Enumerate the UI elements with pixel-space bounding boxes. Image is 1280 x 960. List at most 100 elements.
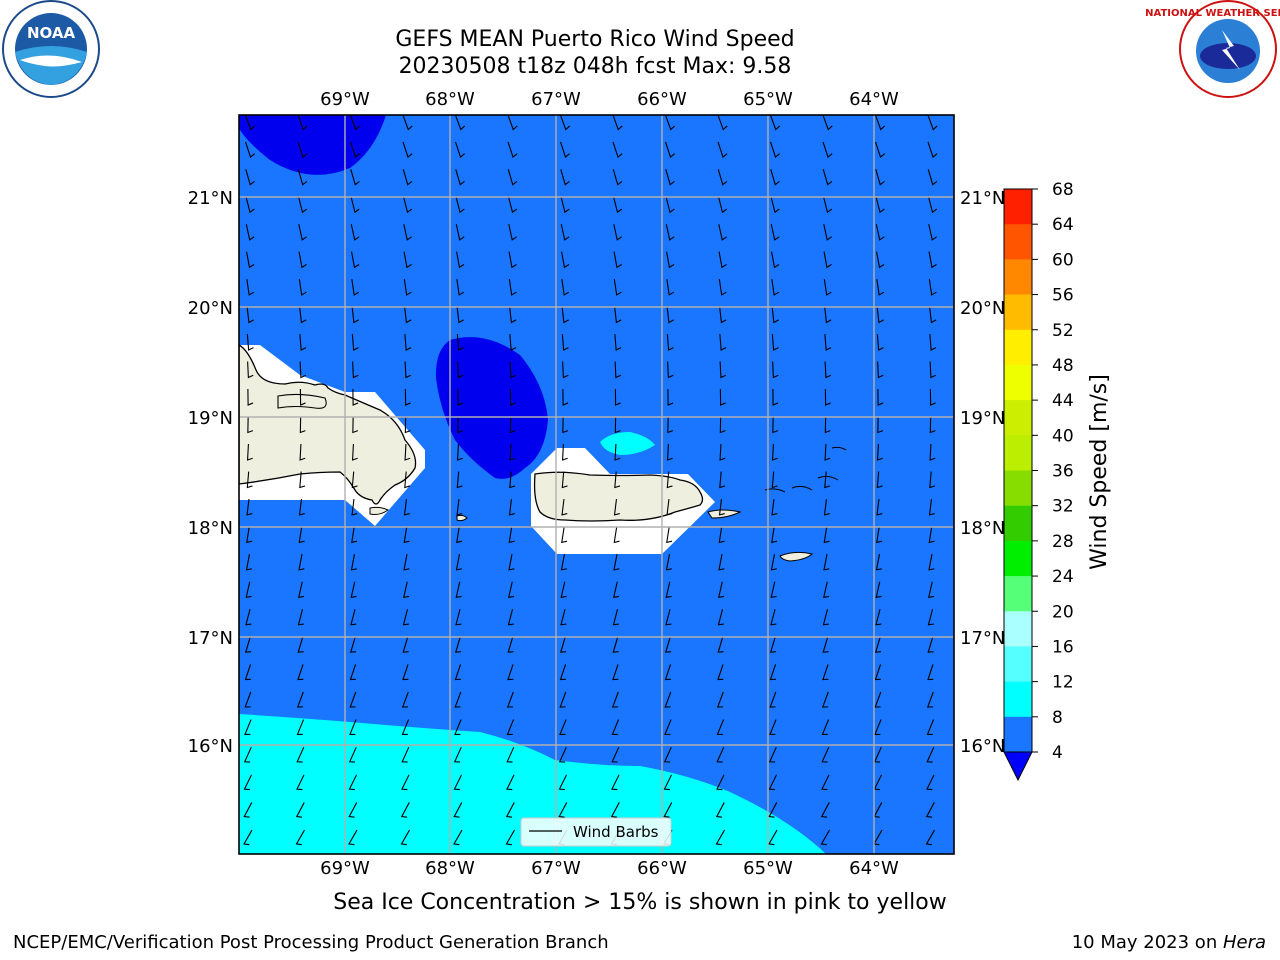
colorbar-tick-label: 52 — [1052, 321, 1074, 341]
wind-barb — [822, 636, 829, 653]
wind-barb — [244, 664, 252, 681]
wind-barb — [403, 196, 413, 214]
wind-barb — [457, 416, 464, 434]
wind-barb — [769, 115, 781, 131]
wind-barb — [455, 581, 462, 598]
colorbar-tick-label: 8 — [1052, 708, 1063, 728]
sea-ice-caption: Sea Ice Concentration > 15% is shown in … — [333, 890, 947, 915]
wind-barb — [561, 306, 569, 324]
wind-barb — [453, 802, 463, 818]
wind-barb — [244, 691, 252, 708]
wind-barb — [349, 691, 357, 708]
lat-label-left-20n: 20°N — [188, 298, 233, 319]
wind-barb — [246, 471, 253, 489]
wind-barb — [561, 526, 568, 544]
wind-barb — [299, 443, 306, 461]
wind-barb — [350, 581, 357, 598]
colorbar-segment — [1004, 505, 1032, 542]
wind-barb — [874, 691, 882, 708]
land-st-croix — [779, 551, 814, 562]
wind-barb — [612, 664, 619, 681]
wind-barb — [453, 829, 463, 846]
colorbar-tick-label: 20 — [1052, 602, 1074, 622]
wind-barb — [559, 636, 567, 653]
wind-barb — [558, 746, 567, 763]
wind-barb — [926, 774, 935, 791]
wind-barb — [928, 498, 935, 516]
wind-barb — [454, 115, 466, 131]
colorbar: 68 64 60 56 52 48 44 40 36 32 28 24 20 16 12 8 4 — [1003, 180, 1074, 782]
wind-barb — [456, 333, 464, 351]
wind-barb — [613, 251, 622, 269]
wind-barb — [666, 333, 674, 351]
lat-label-right-20n: 20°N — [960, 298, 1005, 319]
wind-barb — [296, 774, 305, 791]
lon-label-top-65w: 65°W — [743, 89, 793, 110]
wind-barb — [717, 636, 724, 653]
wind-barb — [611, 691, 619, 708]
wind-barb — [456, 526, 463, 544]
wind-barb — [559, 691, 567, 708]
wind-barb — [509, 333, 517, 351]
colorbar-tick-label: 48 — [1052, 356, 1074, 376]
land-mona-island — [456, 514, 468, 522]
colorbar-segment — [1004, 400, 1032, 436]
wind-barb — [349, 115, 361, 131]
wind-barb — [245, 224, 255, 241]
lat-label-right-21n: 21°N — [960, 188, 1005, 209]
wind-barb — [873, 746, 882, 763]
wind-barb — [348, 802, 358, 818]
wind-barb — [507, 664, 514, 681]
wind-barb — [561, 471, 568, 489]
wind-barb — [298, 526, 305, 544]
wind-barb — [926, 719, 935, 735]
wind-barb — [297, 141, 308, 159]
lon-label-bottom-66w: 66°W — [637, 858, 687, 879]
wind-barb — [245, 581, 252, 598]
wind-barb — [508, 498, 515, 516]
wind-barb — [824, 443, 831, 461]
wind-barb — [610, 802, 620, 818]
lat-label-right-16n: 16°N — [960, 736, 1005, 757]
wind-barb — [715, 802, 725, 818]
wind-barb — [772, 388, 779, 406]
wind-barb — [717, 169, 728, 186]
wind-barb — [245, 554, 252, 571]
wind-barb — [455, 196, 465, 214]
wind-barb — [824, 333, 832, 351]
wind-barb — [246, 526, 253, 544]
wind-barb — [348, 829, 358, 846]
wind-barb — [929, 333, 937, 351]
wind-barb — [454, 141, 465, 159]
wind-barb — [508, 251, 517, 269]
wind-barb — [507, 609, 514, 626]
wind-barb — [876, 526, 883, 544]
wind-barb — [874, 141, 885, 159]
wind-barb — [824, 361, 832, 379]
wind-barb — [823, 251, 832, 269]
wind-barb — [664, 115, 676, 131]
wind-barb — [665, 554, 672, 571]
wind-barb — [559, 141, 570, 159]
wind-barb — [247, 388, 254, 406]
wind-barb — [929, 443, 936, 461]
wind-barb — [299, 471, 306, 489]
wind-barb — [772, 361, 779, 379]
wind-barb — [612, 141, 623, 159]
wind-barb — [718, 224, 727, 241]
wind-barb — [558, 774, 568, 791]
nws-logo: NATIONAL WEATHER SERVICE — [1145, 0, 1280, 98]
lat-label-left-19n: 19°N — [188, 408, 233, 429]
colorbar-tick-label: 68 — [1052, 180, 1074, 200]
wind-barb — [561, 443, 568, 461]
wind-barb — [718, 554, 725, 571]
wind-barb — [350, 554, 357, 571]
wind-8-12-region-south — [239, 714, 826, 854]
wind-barb — [351, 251, 360, 269]
wind-barb — [403, 224, 412, 241]
wind-barb — [874, 664, 882, 681]
wind-barb — [771, 306, 779, 324]
wind-barb — [297, 169, 308, 186]
wind-barb — [560, 609, 567, 626]
wind-barb — [246, 498, 253, 516]
